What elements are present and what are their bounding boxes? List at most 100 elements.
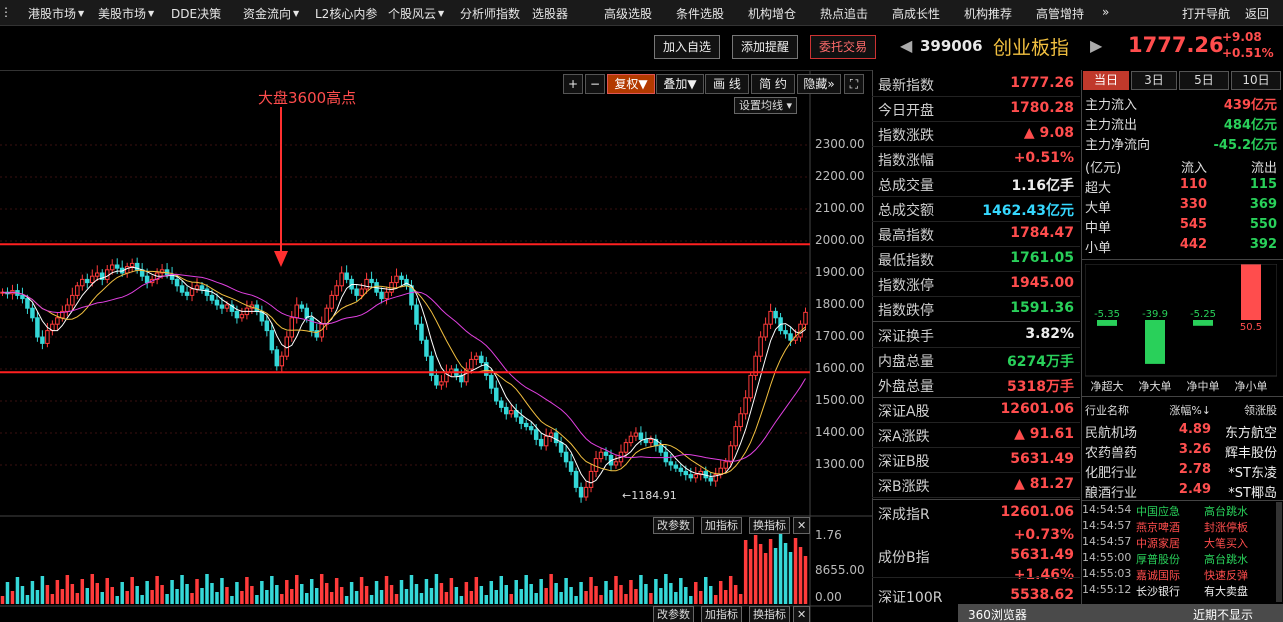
vol-tick: 0.00 [815, 590, 842, 604]
volume-bar [634, 589, 638, 604]
index-header-bar: 加入自选 添加提醒 委托交易 ◀ 399006 创业板指 ▶ 1777.26 +… [0, 27, 1283, 67]
sub2-switch-indicator-button[interactable]: 换指标 [749, 606, 790, 622]
candle [613, 461, 619, 466]
candle [329, 294, 334, 309]
kline-chart[interactable]: 大盘3600高点 ←1184.91 [0, 71, 872, 622]
volume-bar [494, 590, 499, 604]
volume-bar [584, 591, 588, 604]
volume-bar [300, 584, 304, 604]
volume-bar [30, 581, 35, 604]
menu-item-8[interactable]: 高级选股 [604, 7, 653, 21]
volume-bar [409, 575, 414, 604]
candle [469, 358, 474, 370]
volume-bar [260, 581, 264, 604]
add-alert-button[interactable]: 添加提醒 [732, 35, 799, 59]
draw-line-button[interactable]: 画 线 [705, 74, 749, 94]
candle [598, 451, 604, 460]
tab-3day[interactable]: 3日 [1131, 71, 1177, 90]
quote-panel [872, 70, 1080, 622]
menu-item-3[interactable]: 资金流向 [243, 7, 292, 21]
tick-alert-row[interactable]: 14:54:54 中国应急 高台跳水 [1082, 502, 1282, 518]
prev-index-icon[interactable]: ◀ [900, 36, 913, 55]
industry-row[interactable]: 农药兽药 3.26 辉丰股份 [1085, 440, 1277, 461]
industry-row[interactable]: 酿酒行业 2.49 *ST椰岛 [1085, 480, 1277, 501]
tick-alert-row[interactable]: 14:55:12 长沙银行 有大卖盘 [1082, 582, 1282, 598]
vol-switch-indicator-button[interactable]: 换指标 [749, 517, 790, 534]
candle [144, 275, 150, 284]
volume-bar [379, 590, 384, 604]
zoom-out-button[interactable]: − [585, 74, 605, 94]
tab-10day[interactable]: 10日 [1231, 71, 1281, 90]
volume-bar [728, 576, 733, 604]
industry-row[interactable]: 民航机场 4.89 东方航空 [1085, 420, 1277, 441]
candle [758, 336, 763, 357]
menu-item-6[interactable]: 分析师指数 [460, 7, 521, 21]
sub2-add-indicator-button[interactable]: 加指标 [701, 606, 742, 622]
menu-item-2[interactable]: DDE决策 [171, 7, 222, 21]
menu-item-partial[interactable]: ⋮ [0, 5, 12, 19]
close-icon[interactable]: ✕ [793, 606, 811, 622]
tick-alert-row[interactable]: 14:55:00 厚普股份 高台跳水 [1082, 550, 1282, 566]
menu-item-5[interactable]: 个股风云 [388, 7, 437, 21]
tab-5day[interactable]: 5日 [1179, 71, 1229, 90]
volume-bar [544, 588, 548, 604]
menu-item-4[interactable]: L2核心内参 [315, 7, 378, 21]
volume-bar [788, 552, 793, 604]
scrollbar[interactable] [1276, 502, 1282, 602]
candle [768, 310, 773, 325]
menu-item-7[interactable]: 选股器 [532, 7, 569, 21]
volume-bar [803, 556, 808, 604]
more-menu-button[interactable]: » [1102, 5, 1110, 19]
tick-alert-row[interactable]: 14:55:03 嘉诚国际 快速反弹 [1082, 566, 1282, 582]
vol-add-indicator-button[interactable]: 加指标 [701, 517, 742, 534]
volume-bar [539, 579, 543, 604]
menu-item-1[interactable]: 美股市场 [98, 7, 147, 21]
hide-button[interactable]: 隐藏» [797, 74, 841, 94]
simple-mode-button[interactable]: 简 约 [751, 74, 795, 94]
kline-chart-area[interactable]: 大盘3600高点 ←1184.91 [0, 70, 872, 622]
volume-bar [220, 578, 224, 604]
flow-in: 545 [1179, 217, 1207, 232]
close-icon[interactable]: ✕ [793, 517, 811, 534]
trade-button[interactable]: 委托交易 [810, 35, 877, 59]
popup-dismiss-button[interactable]: 近期不显示 [1192, 608, 1253, 622]
industry-header-pct[interactable]: 涨幅%↓ [1169, 404, 1211, 417]
adjust-button[interactable]: 复权▼ [607, 74, 655, 94]
menu-item-14[interactable]: 高管增持 [1036, 7, 1085, 21]
menu-item-13[interactable]: 机构推荐 [964, 7, 1013, 21]
row-divider [872, 497, 1080, 498]
index-price: 1777.26 [1128, 33, 1224, 57]
open-nav-button[interactable]: 打开导航 [1182, 7, 1231, 21]
volume-bar [464, 582, 469, 604]
next-index-icon[interactable]: ▶ [1090, 36, 1103, 55]
menu-item-10[interactable]: 机构增仓 [748, 7, 797, 21]
zoom-in-button[interactable]: + [563, 74, 583, 94]
sub2-params-button[interactable]: 改参数 [653, 606, 694, 622]
back-button[interactable]: 返回 [1245, 7, 1270, 21]
volume-bar [404, 589, 409, 604]
candle [479, 355, 484, 364]
quote-label: 外盘总量 [878, 379, 934, 395]
volume-bar [773, 548, 778, 604]
tick-alert-row[interactable]: 14:54:57 燕京啤酒 封涨停板 [1082, 518, 1282, 534]
candle [35, 317, 40, 338]
vol-params-button[interactable]: 改参数 [653, 517, 694, 534]
volume-bar [75, 593, 80, 604]
industry-row[interactable]: 化肥行业 2.78 *ST东凌 [1085, 460, 1277, 481]
tick-alert-row[interactable]: 14:54:57 中源家居 大笔买入 [1082, 534, 1282, 550]
fullscreen-icon[interactable]: ⛶ [844, 74, 864, 94]
candle [504, 406, 509, 415]
candle [763, 323, 768, 338]
add-watchlist-button[interactable]: 加入自选 [654, 35, 721, 59]
section-divider [872, 321, 1080, 322]
tab-today[interactable]: 当日 [1083, 71, 1129, 90]
menu-item-11[interactable]: 热点追击 [820, 7, 869, 21]
menu-item-12[interactable]: 高成长性 [892, 7, 941, 21]
menu-item-9[interactable]: 条件选股 [676, 7, 725, 21]
candle [379, 291, 384, 300]
overlay-button[interactable]: 叠加▼ [656, 74, 704, 94]
candle [294, 304, 300, 319]
volume-bar [479, 586, 484, 604]
menu-item-0[interactable]: 港股市场 [28, 7, 77, 21]
set-ma-dropdown[interactable]: 设置均线 ▾ [734, 97, 798, 114]
